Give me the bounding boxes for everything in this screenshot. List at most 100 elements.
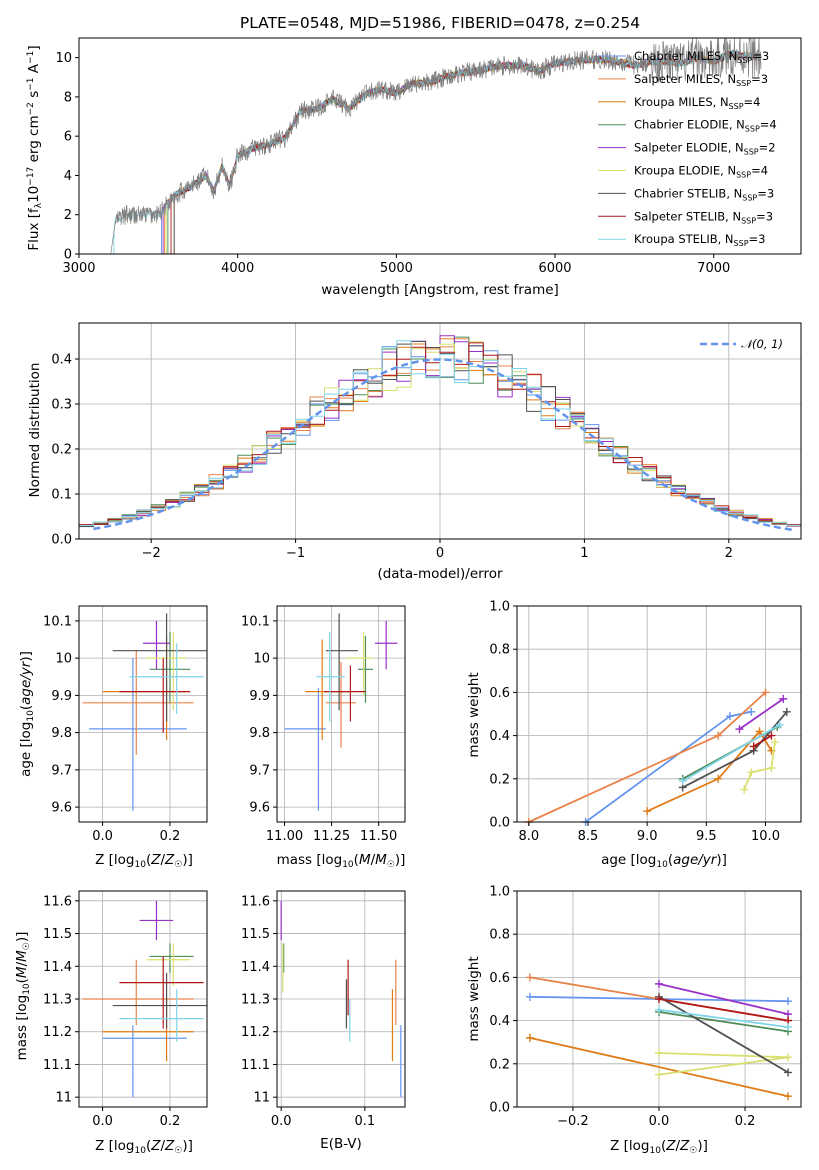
x-tick-label: 0.0 bbox=[649, 1114, 670, 1129]
y-tick-label: 0 bbox=[64, 248, 72, 263]
error-bar-marker bbox=[305, 639, 351, 741]
y-tick-label: 10.1 bbox=[43, 614, 72, 629]
mass-weight-vs-age-xlabel: age [log10(age/yr)] bbox=[601, 852, 727, 870]
axes: −2 −1 0 1 2 0.0 0.1 0.2 0.3 0.4 bbox=[51, 322, 802, 561]
mass-weight-line bbox=[682, 724, 781, 782]
mass-weight-line bbox=[753, 734, 772, 748]
error-bar-marker bbox=[325, 613, 358, 711]
y-tick-label: 0.6 bbox=[489, 971, 510, 986]
legend-label: Salpeter ELODIE, NSSP=2 bbox=[634, 141, 776, 157]
y-tick-label: 9.9 bbox=[51, 689, 72, 704]
mass-weight-point bbox=[714, 774, 723, 783]
error-bar-marker bbox=[284, 687, 326, 811]
error-bar-marker bbox=[112, 613, 207, 722]
axes-frame bbox=[516, 605, 802, 823]
legend-label: Kroupa STELIB, NSSP=3 bbox=[634, 232, 765, 248]
mass-weight-point bbox=[678, 776, 687, 785]
y-tick-label: 0.1 bbox=[51, 488, 72, 503]
error-bar-marker bbox=[102, 1025, 187, 1098]
mass-weight-point bbox=[525, 973, 534, 982]
mass-weight-point bbox=[726, 712, 734, 721]
legend-label: Salpeter MILES, NSSP=3 bbox=[634, 72, 768, 88]
axes: 0.0 0.2 9.6 9.7 9.8 9.9 10 10.1 bbox=[43, 605, 208, 844]
y-tick-label: 11.6 bbox=[43, 894, 72, 909]
axes: 0.0 0.2 11 11.1 11.2 11.3 11.4 11.5 11.6 bbox=[43, 890, 208, 1129]
mass-weight-line bbox=[658, 1008, 789, 1028]
y-tick-label: 11.5 bbox=[43, 927, 72, 942]
mass-weight-point bbox=[784, 997, 793, 1006]
y-tick-label: 9.8 bbox=[51, 726, 72, 741]
mass-weight-point bbox=[784, 1023, 793, 1032]
y-tick-label: 11.4 bbox=[43, 960, 72, 975]
y-tick-label: 0.4 bbox=[51, 353, 72, 368]
histogram-step bbox=[79, 341, 801, 527]
y-tick-label: 9.9 bbox=[249, 689, 270, 704]
spectrum-ylabel: Flux [fλ10−17 erg cm−2 s−1 A−1] bbox=[26, 45, 44, 250]
mass-weight-vs-metallicity-plot-area: −0.2 0.0 0.2 0.0 0.2 0.4 0.6 0.8 1.0 bbox=[489, 885, 802, 1129]
x-tick-label: 0 bbox=[436, 546, 444, 561]
plot-content bbox=[524, 688, 791, 826]
mass-weight-line bbox=[658, 1011, 789, 1033]
mass-weight-vs-age-ylabel: mass weight bbox=[466, 672, 482, 757]
mass-weight-line bbox=[658, 996, 789, 1074]
mass-weight-vs-metallicity-xlabel: Z [log10(Z/Z☉)] bbox=[610, 1138, 708, 1156]
mass-weight-point bbox=[655, 1049, 663, 1057]
y-tick-label: 10 bbox=[253, 652, 270, 667]
error-bar-marker bbox=[119, 658, 191, 733]
mass-weight-point bbox=[784, 1092, 793, 1101]
y-tick-label: 0.0 bbox=[489, 816, 510, 831]
error-bar-marker bbox=[374, 620, 398, 670]
y-tick-label: 11.6 bbox=[241, 894, 270, 909]
y-tick-label: 0.4 bbox=[489, 729, 510, 744]
spectrum-plot-area: 3000 4000 5000 6000 7000 0 2 4 6 8 10 bbox=[55, 37, 802, 276]
mass-weight-point bbox=[525, 992, 534, 1001]
y-tick-label: 0.2 bbox=[51, 443, 72, 458]
y-tick-label: 11.2 bbox=[43, 1025, 72, 1040]
y-tick-label: 0.3 bbox=[51, 398, 72, 413]
axes: −0.2 0.0 0.2 0.0 0.2 0.4 0.6 0.8 1.0 bbox=[489, 885, 802, 1129]
y-tick-label: 11.3 bbox=[241, 993, 270, 1008]
legend-label: Chabrier MILES, NSSP=3 bbox=[634, 49, 769, 65]
mass-weight-point bbox=[755, 727, 764, 736]
x-tick-label: −2 bbox=[142, 546, 161, 561]
mass-weight-vs-age-panel: 8.0 8.5 9.0 9.5 10.0 0.0 0.2 0.4 0.6 0.8 1.0 age [… bbox=[466, 600, 802, 870]
mass-weight-point bbox=[735, 725, 744, 734]
x-tick-label: 4000 bbox=[221, 261, 254, 276]
y-tick-label: 10 bbox=[55, 51, 72, 66]
error-bar-marker bbox=[149, 943, 194, 973]
axes-frame bbox=[276, 605, 406, 823]
x-tick-label: 0.0 bbox=[92, 1114, 113, 1129]
mass-weight-point bbox=[714, 731, 723, 740]
mass-weight-point bbox=[643, 807, 652, 816]
y-tick-label: 11.1 bbox=[43, 1058, 72, 1073]
error-bar-marker bbox=[316, 632, 345, 722]
spectrum-title: PLATE=0548, MJD=51986, FIBERID=0478, z=0… bbox=[240, 14, 640, 32]
y-tick-label: 8 bbox=[64, 90, 72, 105]
y-tick-label: 0.4 bbox=[489, 1014, 510, 1029]
y-tick-label: 0.6 bbox=[489, 686, 510, 701]
mass-vs-metallicity-plot-area: 0.0 0.2 11 11.1 11.2 11.3 11.4 11.5 11.6 bbox=[43, 890, 208, 1129]
mass-weight-line bbox=[738, 698, 784, 730]
x-tick-label: 0.2 bbox=[160, 1114, 181, 1129]
x-tick-label: −1 bbox=[286, 546, 305, 561]
y-tick-label: 11.1 bbox=[241, 1058, 270, 1073]
x-tick-label: 8.0 bbox=[518, 829, 539, 844]
plot-content bbox=[280, 900, 402, 1098]
x-tick-label: 1 bbox=[580, 546, 588, 561]
x-tick-label: 9.5 bbox=[696, 829, 717, 844]
axes: 11.00 11.25 11.50 9.6 9.7 9.8 9.9 10 10.1 bbox=[241, 605, 406, 844]
mass-weight-point bbox=[747, 768, 756, 777]
residual-histogram-panel: −2 −1 0 1 2 0.0 0.1 0.2 0.3 0.4 (data-model)/erro… bbox=[27, 322, 802, 582]
age-vs-mass-plot-area: 11.00 11.25 11.50 9.6 9.7 9.8 9.9 10 10.1 bbox=[241, 605, 406, 844]
mass-weight-line bbox=[658, 998, 789, 1022]
x-tick-label: 9.0 bbox=[637, 829, 658, 844]
y-tick-label: 2 bbox=[64, 208, 72, 223]
x-tick-label: 5000 bbox=[380, 261, 413, 276]
mass-weight-line bbox=[658, 983, 789, 1015]
age-vs-mass-panel: 11.00 11.25 11.50 9.6 9.7 9.8 9.9 10 10.1 mass [… bbox=[241, 605, 406, 870]
y-tick-label: 9.7 bbox=[249, 763, 270, 778]
y-tick-label: 9.7 bbox=[51, 763, 72, 778]
x-tick-label: 7000 bbox=[697, 261, 730, 276]
mass-weight-point bbox=[740, 785, 749, 794]
mass-weight-point bbox=[655, 995, 663, 1003]
